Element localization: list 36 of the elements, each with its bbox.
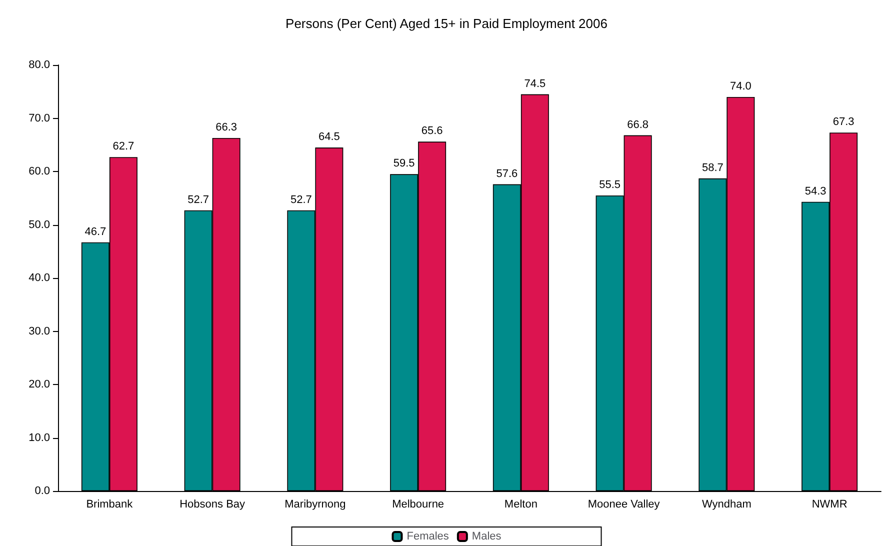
data-label: 59.5: [393, 158, 415, 170]
y-tick-label: 0.0: [34, 485, 50, 497]
data-label: 57.6: [496, 168, 518, 180]
y-tick-label: 10.0: [28, 432, 50, 444]
y-tick-label: 80.0: [28, 59, 50, 71]
data-label: 74.5: [524, 78, 546, 90]
y-tick-label: 50.0: [28, 218, 50, 231]
x-tick-label: Wyndham: [702, 498, 752, 510]
y-tick-label: 60.0: [28, 166, 50, 178]
data-label: 66.8: [627, 118, 649, 131]
legend-label: Females: [406, 530, 450, 542]
x-tick-label: Maribyrnong: [284, 498, 346, 510]
x-tick-label: Moonee Valley: [588, 498, 660, 510]
y-tick-label: 70.0: [28, 112, 50, 124]
data-label: 67.3: [832, 116, 854, 128]
data-label: 74.0: [730, 80, 752, 92]
x-tick-label: Hobsons Bay: [180, 498, 246, 510]
y-tick-label: 30.0: [28, 325, 50, 338]
data-label: 52.7: [290, 194, 312, 206]
data-label: 66.3: [216, 121, 238, 134]
data-label: 52.7: [188, 194, 210, 206]
x-tick-label: Melton: [504, 498, 538, 510]
data-label: 46.7: [84, 226, 106, 238]
data-label: 64.5: [318, 131, 340, 144]
x-tick-label: Melbourne: [392, 498, 444, 510]
chart-title: Persons (Per Cent) Aged 15+ in Paid Employment 2006: [286, 16, 608, 31]
data-label: 55.5: [599, 178, 621, 191]
data-label: 62.7: [112, 140, 134, 153]
data-label: 65.6: [421, 125, 443, 138]
legend-label: Males: [472, 530, 502, 542]
y-tick-label: 40.0: [28, 272, 50, 284]
data-label: 58.7: [702, 162, 724, 174]
y-tick-label: 20.0: [28, 378, 50, 390]
x-tick-label: NWMR: [812, 498, 848, 510]
x-tick-label: Brimbank: [86, 498, 134, 510]
data-label: 54.3: [804, 185, 826, 198]
